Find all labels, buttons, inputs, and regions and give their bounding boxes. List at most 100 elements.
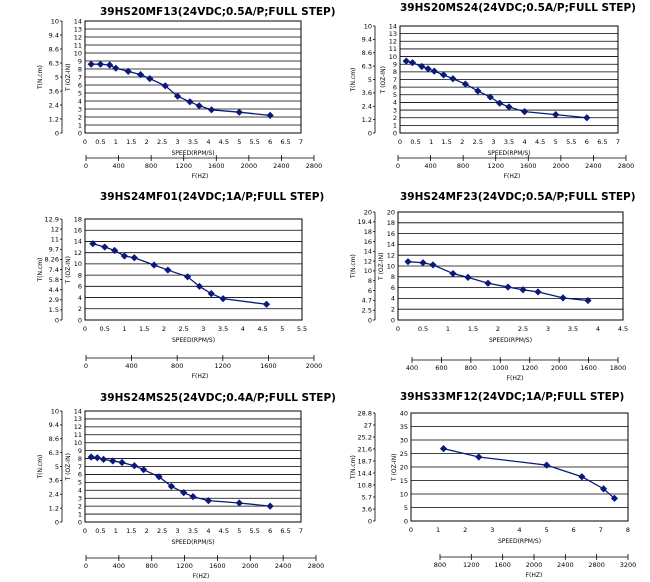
right-tick-label: 0 bbox=[404, 517, 408, 525]
data-point bbox=[408, 59, 417, 67]
right-tick-label: 12 bbox=[74, 249, 82, 257]
right-tick-label: 6 bbox=[78, 81, 82, 89]
left-tick-label: 7.4 bbox=[49, 266, 59, 274]
right-tick-label: 1 bbox=[78, 510, 82, 518]
chart-title: 39HS33MF12(24VDC;1A/P;FULL STEP) bbox=[400, 391, 624, 403]
hz-axis-label: F(HZ) bbox=[192, 173, 209, 180]
hz-tick-label: 1600 bbox=[208, 162, 225, 170]
x-tick-label: 3 bbox=[176, 138, 180, 146]
hz-axis-label: F(HZ) bbox=[507, 375, 524, 382]
hz-tick-label: 800 bbox=[434, 561, 446, 569]
left-tick-label: 3.6 bbox=[362, 89, 372, 97]
right-tick-label: 25 bbox=[400, 450, 408, 458]
x-tick-label: 2.5 bbox=[157, 138, 167, 146]
left-tick-label: 28.8 bbox=[358, 409, 372, 417]
data-point bbox=[464, 273, 472, 281]
right-tick-label: 6 bbox=[78, 471, 82, 479]
hz-tick-label: 0 bbox=[84, 562, 88, 570]
hz-tick-label: 600 bbox=[435, 364, 447, 372]
right-tick-label: 4 bbox=[393, 99, 397, 107]
data-point bbox=[519, 286, 527, 294]
chart-5: 39HS24MS25(24VDC;0.4A/P;FULL STEP)141312… bbox=[37, 392, 336, 580]
right-tick-label: 9 bbox=[393, 61, 397, 69]
data-point bbox=[559, 294, 567, 302]
right-tick-label: 8 bbox=[391, 273, 395, 281]
right-tick-label: 12 bbox=[74, 423, 82, 431]
x-tick-label: 5 bbox=[237, 138, 241, 146]
x-tick-label: 8 bbox=[626, 526, 630, 534]
x-tick-label: 0.5 bbox=[100, 325, 110, 333]
data-point bbox=[130, 254, 138, 262]
data-point bbox=[87, 60, 95, 68]
left-tick-label: 6.3 bbox=[49, 59, 59, 67]
hz-tick-label: 1600 bbox=[580, 364, 597, 372]
right-tick-label: 0 bbox=[78, 518, 82, 526]
x-tick-label: 3.5 bbox=[504, 138, 514, 146]
x-tick-label: 4 bbox=[523, 138, 527, 146]
data-point bbox=[118, 458, 126, 467]
right-tick-label: 9 bbox=[78, 57, 82, 65]
right-tick-label: 11 bbox=[74, 431, 82, 439]
hz-tick-label: 400 bbox=[424, 162, 436, 170]
right-tick-label: 20 bbox=[400, 463, 408, 471]
left-tick-label: 3.6 bbox=[49, 477, 59, 485]
data-point bbox=[195, 282, 204, 290]
hz-tick-label: 1200 bbox=[487, 162, 504, 170]
x-tick-label: 4 bbox=[596, 325, 600, 333]
right-tick-label: 4 bbox=[78, 487, 82, 495]
left-tick-label: 11 bbox=[51, 236, 59, 244]
hz-tick-label: 2000 bbox=[553, 162, 570, 170]
data-point bbox=[112, 64, 120, 72]
data-point bbox=[183, 273, 192, 281]
left-axis-label: T(N.cm) bbox=[350, 68, 357, 93]
left-tick-label: 9.4 bbox=[49, 31, 59, 39]
hz-tick-label: 3200 bbox=[620, 561, 637, 569]
left-tick-label: 3.6 bbox=[362, 505, 372, 513]
x-tick-label: 1.5 bbox=[468, 325, 478, 333]
right-tick-label: 4 bbox=[78, 97, 82, 105]
left-tick-label: 6 bbox=[368, 287, 372, 295]
left-tick-label: 12 bbox=[51, 225, 59, 233]
left-tick-label: 20 bbox=[364, 208, 372, 216]
chart-title: 39HS24MF23(24VDC;0.5A/P;FULL STEP) bbox=[400, 191, 636, 203]
data-point bbox=[266, 111, 274, 119]
left-tick-label: 4.4 bbox=[49, 286, 59, 294]
right-tick-label: 12 bbox=[387, 252, 395, 260]
data-point bbox=[204, 496, 213, 505]
right-tick-label: 0 bbox=[393, 129, 397, 137]
right-tick-label: 40 bbox=[400, 409, 408, 417]
hz-axis-label: F(HZ) bbox=[526, 572, 543, 579]
x-tick-label: 5 bbox=[237, 527, 241, 535]
x-tick-label: 2.5 bbox=[518, 325, 528, 333]
data-point bbox=[583, 114, 591, 122]
x-tick-label: 2 bbox=[496, 325, 500, 333]
right-tick-label: 1 bbox=[78, 121, 82, 129]
data-point bbox=[173, 92, 182, 100]
right-tick-label: 5 bbox=[78, 89, 82, 97]
hz-tick-label: 1200 bbox=[215, 362, 232, 370]
right-tick-label: 10 bbox=[400, 490, 408, 498]
data-point bbox=[150, 261, 158, 269]
x-tick-label: 3 bbox=[176, 527, 180, 535]
data-point bbox=[439, 445, 448, 453]
x-tick-label: 6 bbox=[585, 138, 589, 146]
data-point bbox=[610, 494, 619, 502]
right-axis-label: T (OZ-IN) bbox=[391, 454, 398, 482]
data-point bbox=[109, 457, 117, 465]
data-point bbox=[543, 461, 551, 469]
x-tick-label: 0 bbox=[398, 138, 402, 146]
hz-axis-label: F(HZ) bbox=[192, 373, 209, 380]
data-point bbox=[449, 269, 457, 278]
left-tick-label: 5.7 bbox=[362, 493, 372, 501]
data-point bbox=[146, 75, 154, 83]
x-tick-label: 3 bbox=[491, 138, 495, 146]
data-point bbox=[89, 240, 97, 248]
left-tick-label: 25.2 bbox=[358, 433, 372, 441]
data-point bbox=[164, 266, 172, 274]
left-tick-label: 1.2 bbox=[362, 116, 372, 124]
right-tick-label: 13 bbox=[389, 30, 397, 38]
left-tick-label: 8 bbox=[368, 277, 372, 285]
right-tick-label: 18 bbox=[387, 219, 395, 227]
x-axis-label: SPEED(RPM/S) bbox=[498, 538, 541, 545]
